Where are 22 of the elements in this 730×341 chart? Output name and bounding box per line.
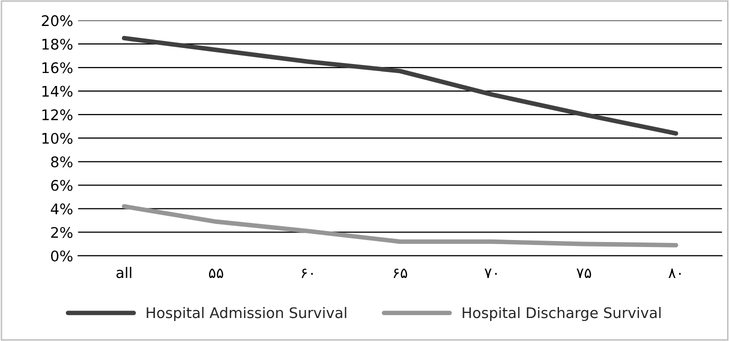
y-tick-label: 10% <box>42 132 72 144</box>
y-tick-label: 12% <box>42 109 72 120</box>
y-tick-label: 14% <box>42 86 72 97</box>
y-tick-label: 16% <box>42 62 72 74</box>
line-series <box>122 36 678 136</box>
x-tick-label: ۵۵ <box>209 268 224 278</box>
x-tick-label: ۷۰ <box>484 268 497 278</box>
y-tick-label: 18% <box>42 38 72 50</box>
legend-label: Hospital Discharge Survival <box>462 306 661 322</box>
x-tick-label: ۸۰ <box>668 268 681 278</box>
y-tick-label: 20% <box>42 15 72 26</box>
y-tick-label: 0% <box>51 250 72 262</box>
y-tick-label: 2% <box>51 226 72 238</box>
x-tick-label: ۷۵ <box>576 268 592 278</box>
line-series <box>122 204 678 248</box>
x-tick-label: ۶۵ <box>394 268 408 278</box>
legend-label: Hospital Admission Survival <box>146 306 346 322</box>
x-tick-label: ۶۰ <box>302 268 313 278</box>
y-tick-label: 6% <box>51 180 72 191</box>
y-tick-label: 4% <box>50 203 72 214</box>
y-tick-label: 8% <box>51 156 72 168</box>
x-tick-label: all <box>116 266 132 278</box>
